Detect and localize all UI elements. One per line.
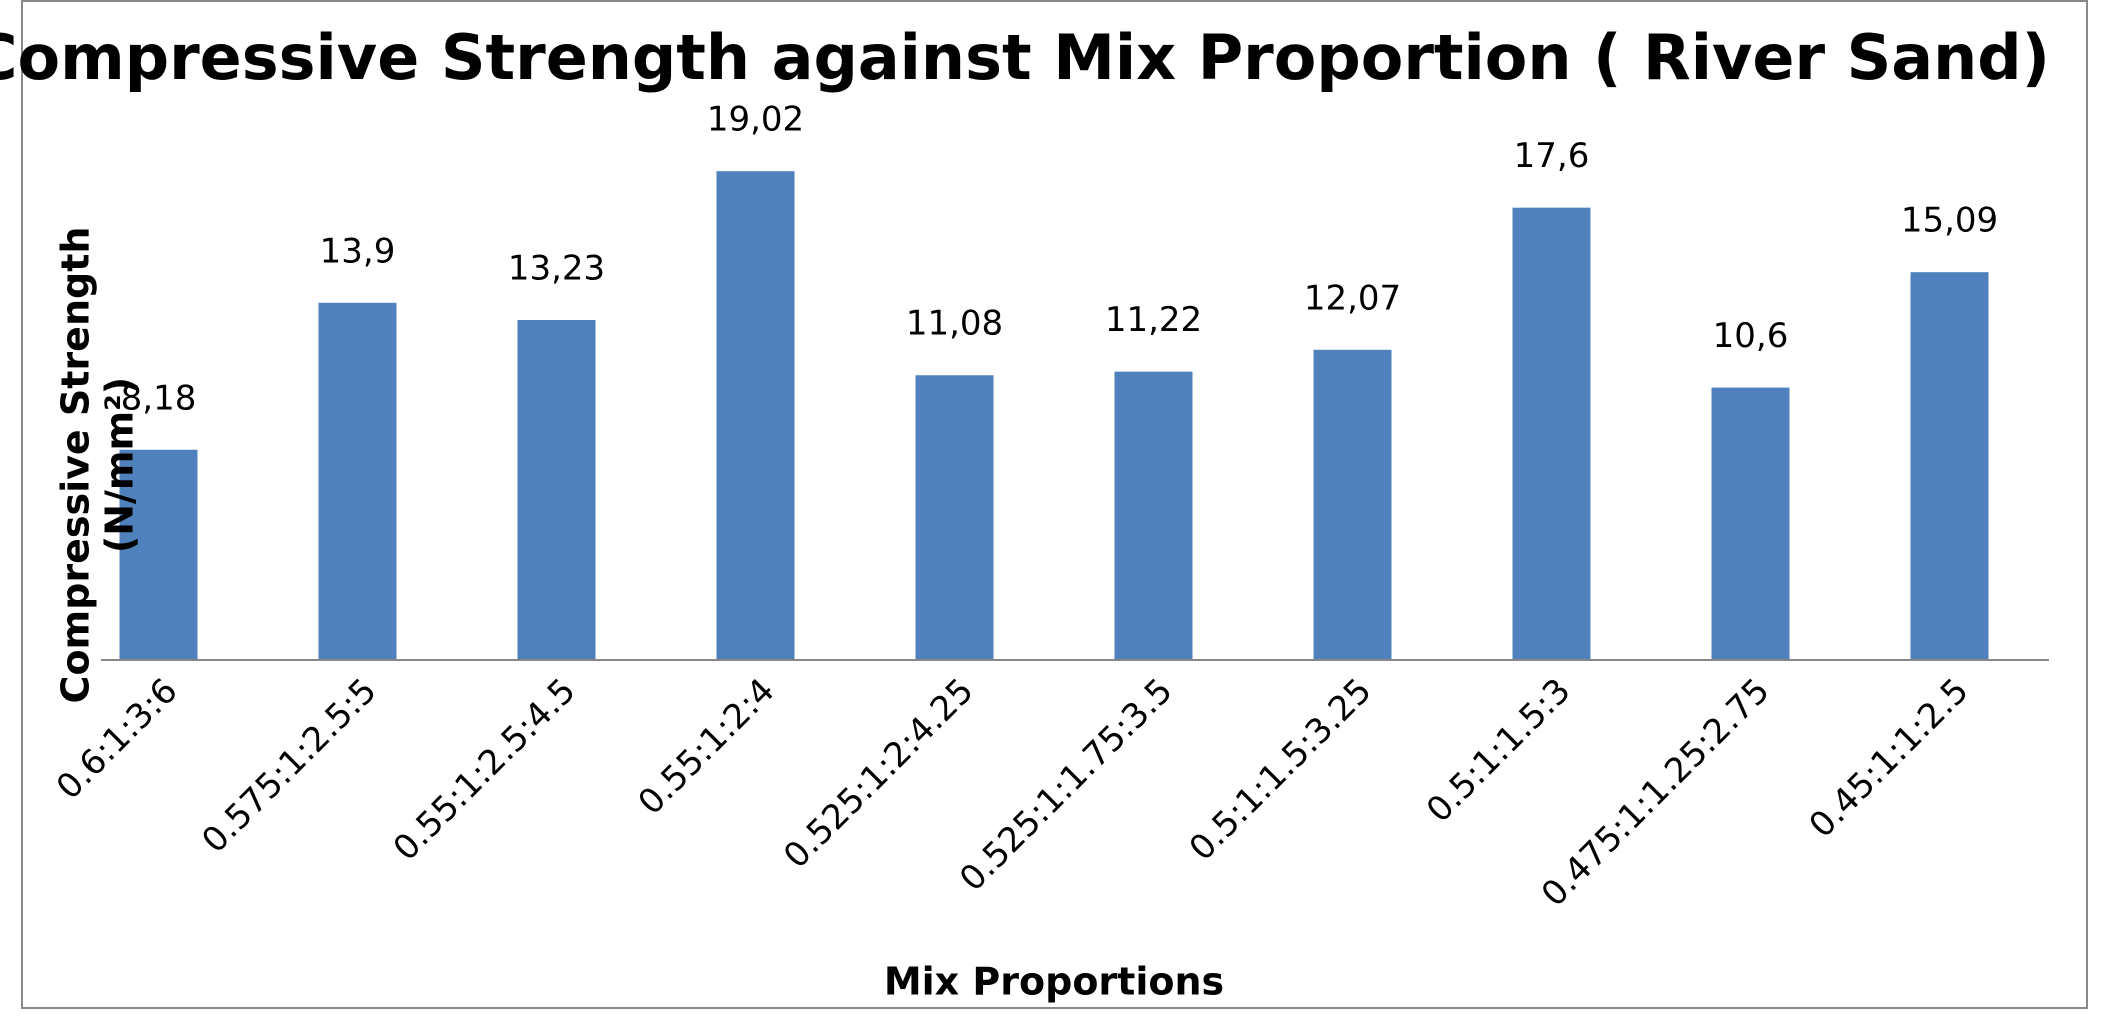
x-axis-label: Mix Proportions <box>884 960 1224 1004</box>
bar <box>1114 371 1193 660</box>
bar <box>1910 272 1989 660</box>
data-label: 10,6 <box>1713 316 1789 356</box>
data-label: 11,08 <box>906 304 1003 344</box>
data-label: 15,09 <box>1901 201 1998 241</box>
data-label: 13,9 <box>320 231 396 271</box>
data-label: 17,6 <box>1514 136 1590 176</box>
bar <box>716 171 795 660</box>
data-label: 8,18 <box>121 378 197 418</box>
bar <box>1512 207 1591 660</box>
data-label: 13,23 <box>508 248 605 288</box>
bar <box>517 319 596 660</box>
chart-title: Compressive Strength against Mix Proport… <box>0 21 2050 94</box>
bar <box>915 375 994 660</box>
bar <box>119 449 198 660</box>
bar <box>318 302 397 660</box>
data-label: 19,02 <box>707 100 804 140</box>
bar <box>1711 387 1790 660</box>
data-label: 12,07 <box>1304 278 1401 318</box>
y-axis-label: Compressive Strength (N/mm²) <box>53 226 141 704</box>
data-label: 11,22 <box>1105 300 1202 340</box>
bar <box>1313 349 1392 660</box>
